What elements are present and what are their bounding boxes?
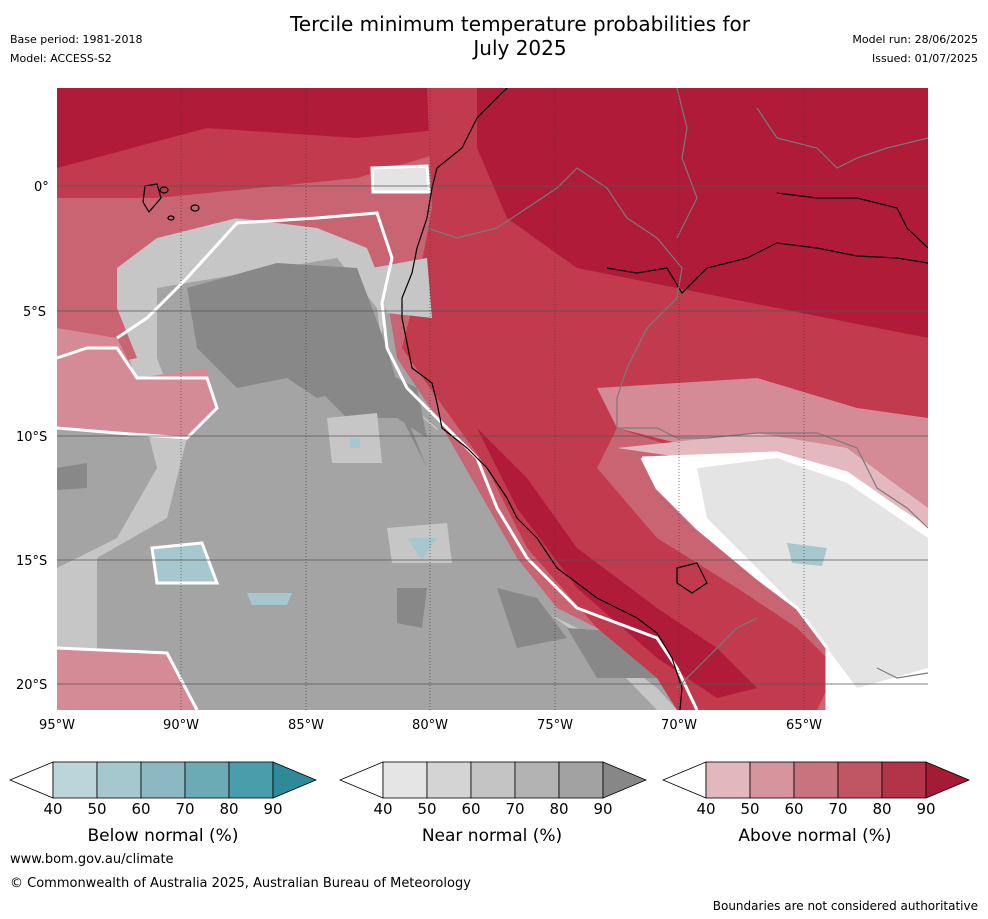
- colorbar-extend-high: [602, 761, 648, 799]
- lon-label-75w: 75°W: [537, 718, 573, 733]
- contour-40-enclave: [370, 164, 431, 194]
- colorbar-extend-low: [661, 761, 707, 799]
- probability-map: [57, 88, 928, 710]
- ocean-white-patch-1: [372, 166, 429, 192]
- map-title: Tercile minimum temperature probabilitie…: [220, 12, 820, 60]
- red-region-west-ocean: [57, 328, 217, 438]
- colorbar-tick-label: 70: [828, 800, 848, 818]
- colorbar-tick-label: 40: [373, 800, 393, 818]
- title-line-2: July 2025: [473, 36, 567, 60]
- colorbar-extend-high: [925, 761, 971, 799]
- colorbar-above-normal: [661, 761, 971, 799]
- lon-label-90w: 90°W: [163, 718, 199, 733]
- ocean-below-normal-3: [247, 593, 292, 605]
- contour-40-southwest: [57, 646, 199, 710]
- red-region-southwest: [57, 648, 197, 710]
- amazon-river: [606, 242, 928, 294]
- colorbar-label-above: Above normal (%): [738, 826, 892, 846]
- lon-label-70w: 70°W: [661, 718, 697, 733]
- land-above-normal-lightest: [617, 433, 928, 538]
- ocean-below-normal-2: [407, 538, 437, 560]
- colorbar-tick-label: 90: [593, 800, 613, 818]
- colorbar-segment: [470, 761, 516, 799]
- colorbar-segment: [749, 761, 795, 799]
- land-near-normal-light: [697, 458, 928, 688]
- issued-text: Issued: 01/07/2025: [871, 52, 978, 65]
- colorbar-segment: [514, 761, 560, 799]
- colorbar-segment: [426, 761, 472, 799]
- lat-gridlines: [57, 185, 928, 685]
- colorbar-segment: [705, 761, 751, 799]
- colorbar-tick-label: 70: [505, 800, 525, 818]
- colorbar-extend-low: [338, 761, 384, 799]
- colorbar-segment: [793, 761, 839, 799]
- lon-label-65w: 65°W: [786, 718, 822, 733]
- colorbar-segment: [228, 761, 274, 799]
- colorbar-segment: [558, 761, 604, 799]
- lat-label-20s: 20°S: [16, 678, 48, 693]
- colorbar-tick-label: 40: [43, 800, 63, 818]
- lat-label-0: 0°: [34, 180, 49, 195]
- contour-40-west: [57, 346, 219, 440]
- colorbar-label-below: Below normal (%): [87, 826, 239, 846]
- coastline: [401, 88, 683, 710]
- colorbar-tick-label: 60: [461, 800, 481, 818]
- ocean-dark-patch-2: [317, 368, 427, 438]
- ocean-dark-patch-6: [397, 588, 427, 628]
- colorbar-near-normal: [338, 761, 648, 799]
- ocean-light-patch-1: [372, 258, 432, 318]
- lat-label-5s: 5°S: [23, 305, 47, 320]
- contour-40-north: [116, 211, 699, 710]
- colorbar-tick-label: 80: [872, 800, 892, 818]
- colorbar-segment: [184, 761, 230, 799]
- colorbar-tick-label: 70: [175, 800, 195, 818]
- lon-label-85w: 85°W: [288, 718, 324, 733]
- colorbar-segment: [140, 761, 186, 799]
- colorbar-segment: [52, 761, 98, 799]
- lon-label-95w: 95°W: [39, 718, 75, 733]
- colorbar-extend-low: [8, 761, 54, 799]
- colorbar-tick-label: 80: [219, 800, 239, 818]
- ocean-dark-patch-1: [187, 263, 427, 468]
- land-above-normal-light: [597, 378, 928, 508]
- footer-disclaimer: Boundaries are not considered authoritat…: [712, 899, 978, 913]
- lon-label-80w: 80°W: [412, 718, 448, 733]
- model-run-text: Model run: 28/06/2025: [852, 33, 978, 46]
- lat-label-15s: 15°S: [16, 554, 48, 569]
- country-borders: [426, 88, 928, 689]
- land-above-normal-darkest: [477, 88, 928, 338]
- contour-40-blue: [150, 541, 220, 585]
- footer-copyright: © Commonwealth of Australia 2025, Austra…: [10, 876, 471, 891]
- colorbar-tick-label: 40: [696, 800, 716, 818]
- colorbar-segment: [881, 761, 927, 799]
- lat-label-10s: 10°S: [16, 430, 48, 445]
- colorbar-tick-label: 80: [549, 800, 569, 818]
- land-coastal-dark-band: [477, 428, 757, 698]
- ocean-below-normal-4: [350, 438, 360, 448]
- colorbar-tick-label: 60: [784, 800, 804, 818]
- colorbar-segment: [382, 761, 428, 799]
- colorbar-tick-label: 60: [131, 800, 151, 818]
- base-period-text: Base period: 1981-2018: [10, 33, 143, 46]
- river-north: [776, 192, 928, 249]
- colorbar-segment: [96, 761, 142, 799]
- ocean-below-normal-1: [152, 543, 217, 583]
- colorbar-extend-high: [272, 761, 318, 799]
- lake-titicaca: [676, 562, 708, 594]
- colorbar-tick-label: 50: [87, 800, 107, 818]
- colorbar-tick-label: 50: [740, 800, 760, 818]
- model-text: Model: ACCESS-S2: [10, 52, 112, 65]
- galapagos-islands: [142, 183, 200, 221]
- footer-url: www.bom.gov.au/climate: [10, 852, 174, 867]
- colorbar-tick-label: 90: [263, 800, 283, 818]
- colorbar-below-normal: [8, 761, 318, 799]
- title-line-1: Tercile minimum temperature probabilitie…: [289, 12, 751, 36]
- colorbar-tick-label: 90: [916, 800, 936, 818]
- colorbar-label-near: Near normal (%): [421, 826, 563, 846]
- ocean-dark-patch-3: [497, 588, 567, 648]
- contour-40-land: [640, 451, 928, 710]
- ocean-dark-patch-5: [57, 463, 87, 490]
- colorbar-tick-label: 50: [417, 800, 437, 818]
- colorbar-segment: [837, 761, 883, 799]
